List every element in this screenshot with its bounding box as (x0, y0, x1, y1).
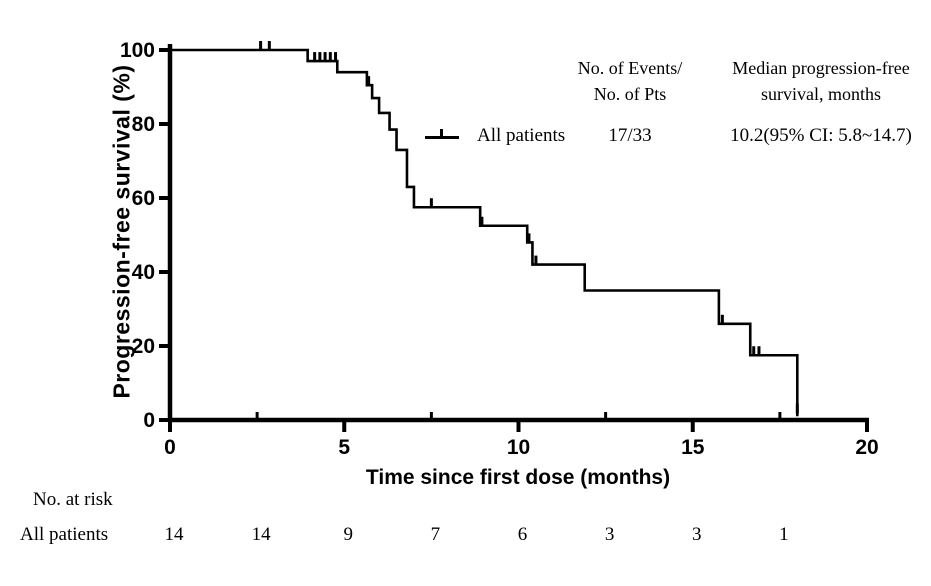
legend-series-label: All patients (477, 125, 566, 146)
censor-mark (480, 216, 484, 227)
censor-tick-icon (440, 129, 443, 138)
events-header-line1: No. of Events/ (577, 58, 683, 78)
censor-mark (318, 52, 322, 63)
censor-mark (267, 41, 271, 51)
at-risk-value: 3 (692, 524, 702, 545)
x-tick-label: 0 (164, 436, 176, 459)
censor-mark (534, 255, 538, 266)
censor-mark (323, 52, 327, 63)
median-header-line1: Median progression-free (732, 58, 910, 78)
censor-mark (752, 346, 756, 357)
censor-mark (527, 233, 531, 244)
y-tick-label: 20 (131, 335, 155, 358)
censor-mark (720, 314, 724, 325)
km-line-legend-icon (425, 129, 459, 139)
x-tick-label: 5 (338, 436, 351, 459)
at-risk-value: 9 (343, 524, 354, 545)
censor-mark (795, 403, 799, 414)
censor-mark (367, 76, 371, 87)
y-tick-label: 60 (131, 187, 155, 210)
y-tick-label: 80 (131, 113, 155, 136)
censor-mark (334, 52, 338, 63)
at-risk-value: 14 (164, 524, 184, 545)
median-column-header: Median progression-free survival, months (712, 55, 930, 107)
x-tick-label: 15 (681, 436, 705, 459)
at-risk-value: 6 (517, 524, 528, 545)
legend-row: All patients 17/33 10.2(95% CI: 5.8~14.7… (0, 122, 931, 152)
y-tick-label: 100 (119, 39, 155, 62)
x-tick-label: 20 (855, 436, 879, 459)
events-header-line2: No. of Pts (593, 84, 667, 104)
at-risk-title: No. at risk (33, 489, 113, 510)
legend-events-value: 17/33 (608, 125, 652, 146)
legend-median-value: 10.2(95% CI: 5.8~14.7) (730, 125, 912, 146)
censor-mark (313, 52, 317, 63)
events-column-header: No. of Events/ No. of Pts (555, 55, 705, 107)
censor-mark (757, 346, 761, 357)
at-risk-value: 14 (251, 524, 271, 545)
at-risk-value: 7 (430, 524, 441, 545)
censor-mark (328, 52, 332, 63)
y-tick-label: 40 (131, 261, 155, 284)
censor-mark (259, 41, 263, 51)
km-step-curve (170, 48, 799, 417)
y-tick-label: 0 (143, 409, 155, 432)
censor-mark (429, 198, 433, 209)
at-risk-value: 1 (779, 524, 789, 545)
at-risk-value: 3 (604, 524, 615, 545)
y-axis-title: Progression-free survival (%) (108, 64, 135, 399)
x-tick-label: 10 (506, 436, 531, 459)
median-header-line2: survival, months (761, 84, 881, 104)
x-axis-title: Time since first dose (months) (365, 466, 671, 489)
at-risk-row-label: All patients (20, 524, 109, 545)
